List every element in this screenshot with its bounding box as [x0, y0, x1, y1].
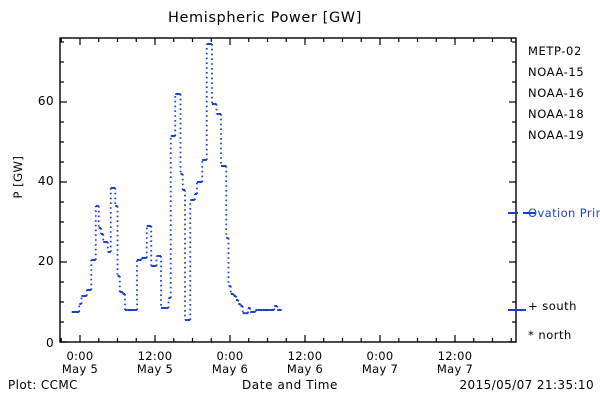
annotation-north: * north: [528, 328, 572, 342]
axes-frame: [59, 37, 517, 343]
legend-label-4: NOAA-19: [528, 128, 585, 142]
x-tick-time-3: 12:00: [287, 349, 323, 363]
x-tick-label-0: 0:00 May 5: [40, 350, 120, 376]
legend-entry-metp-02: METP-02: [528, 44, 582, 58]
legend-entry-noaa-16: NOAA-16: [528, 86, 584, 100]
annotation-ovation-prime-hpi: Ovation Prime HPI: [528, 207, 600, 220]
footer-plot-source: Plot: CCMC: [8, 378, 78, 392]
legend-entry-noaa-18: NOAA-18: [528, 107, 584, 121]
legend-entry-noaa-15: NOAA-15: [528, 65, 584, 79]
annotation-south: + south: [528, 299, 577, 313]
footer-timestamp: 2015/05/07 21:35:10: [459, 378, 594, 392]
x-tick-date-5: May 7: [436, 362, 474, 376]
y-tick-label-20: 20: [37, 254, 54, 268]
legend-label-1: NOAA-15: [528, 65, 585, 79]
x-tick-date-4: May 7: [361, 362, 399, 376]
data-series-layer: [71, 43, 282, 321]
x-tick-label-2: 0:00 May 6: [190, 350, 270, 376]
y-tick-label-40: 40: [37, 174, 54, 188]
legend-label-3: NOAA-18: [528, 107, 585, 121]
x-tick-date-2: May 6: [211, 362, 249, 376]
legend-label-2: NOAA-16: [528, 86, 585, 100]
annotation-south-label: south: [542, 299, 577, 313]
side-marker-layer: [508, 212, 535, 311]
legend-label-0: METP-02: [528, 44, 582, 58]
x-tick-date-3: May 6: [286, 362, 324, 376]
x-tick-label-3: 12:00 May 6: [265, 350, 345, 376]
x-tick-label-1: 12:00 May 5: [115, 350, 195, 376]
x-axis-label: Date and Time: [241, 378, 339, 392]
annotation-ovation-label: Ovation Prime HPI: [528, 206, 600, 220]
x-tick-time-4: 0:00: [366, 349, 394, 363]
x-tick-label-5: 12:00 May 7: [415, 350, 495, 376]
chart-title: Hemispheric Power [GW]: [168, 10, 362, 26]
x-tick-date-0: May 5: [61, 362, 99, 376]
axis-ticks: [60, 38, 516, 343]
x-tick-time-1: 12:00: [137, 349, 173, 363]
x-tick-time-5: 12:00: [437, 349, 473, 363]
annotation-north-label: north: [538, 328, 572, 342]
x-tick-time-2: 0:00: [216, 349, 244, 363]
x-tick-time-0: 0:00: [66, 349, 94, 363]
x-tick-label-4: 0:00 May 7: [340, 350, 420, 376]
y-tick-label-60: 60: [37, 94, 54, 108]
legend-entry-noaa-19: NOAA-19: [528, 128, 584, 142]
y-tick-label-0: 0: [45, 336, 54, 350]
x-tick-date-1: May 5: [136, 362, 174, 376]
plus-marker-icon: +: [528, 299, 539, 313]
asterisk-marker-icon: *: [528, 328, 535, 342]
